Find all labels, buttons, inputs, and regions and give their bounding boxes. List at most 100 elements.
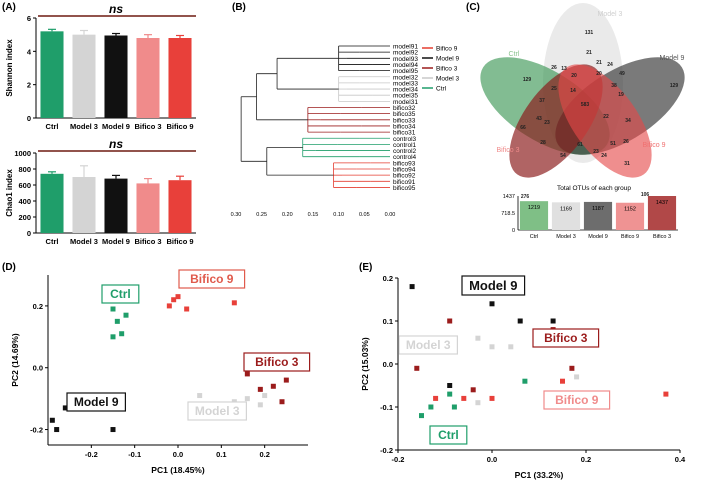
venn-region-count: 23 [544, 120, 550, 126]
x-tick-label: Model 3 [70, 237, 98, 246]
venn-region-count: 38 [611, 83, 617, 89]
data-point [428, 404, 434, 410]
leaf-label: bifico91 [393, 179, 416, 186]
data-point [517, 318, 523, 324]
data-point [522, 378, 528, 384]
venn-set-label: Bifico 9 [643, 142, 666, 149]
data-point [489, 301, 495, 307]
y-tick-label: 0.0 [33, 364, 43, 373]
group-label: Bifico 3 [544, 331, 588, 345]
data-point [419, 413, 424, 419]
venn-region-count: 129 [523, 77, 532, 83]
inset-bar [583, 201, 613, 230]
y-tick-label: -0.1 [380, 403, 393, 412]
data-point [569, 365, 575, 371]
venn-region-count: 14 [570, 88, 576, 94]
data-point [283, 377, 289, 383]
y-tick-label: 0.0 [383, 360, 393, 369]
group-label-box [243, 352, 311, 372]
leaf-label: bifico35 [393, 111, 416, 118]
bar [40, 173, 64, 233]
panel-label-c: (C) [466, 2, 480, 13]
inset-x-tick-label: Model 3 [556, 234, 576, 240]
venn-region-count: 51 [610, 141, 616, 147]
data-point [257, 402, 263, 408]
inset-bar-value: 1219 [528, 205, 540, 211]
data-point [114, 318, 120, 324]
venn-region-count: 129 [670, 83, 679, 89]
y-tick-label: 0 [27, 229, 31, 238]
dendrogram: model91model92model93model94model95model… [231, 44, 460, 219]
x-tick-label: 0.4 [675, 455, 686, 464]
venn-region-count: 106 [641, 192, 650, 198]
data-point [110, 427, 116, 433]
data-point [119, 331, 125, 337]
data-point [409, 284, 415, 290]
y-tick-label: 2 [27, 81, 31, 90]
bar [72, 177, 96, 233]
venn-set-label: Model 9 [660, 55, 685, 62]
venn-region-count: 54 [560, 153, 566, 159]
x-tick-label: 0.25 [256, 212, 267, 218]
x-tick-label: -0.2 [392, 455, 405, 464]
legend-label: Ctrl [436, 86, 447, 93]
inset-y-tick-label: 1437 [503, 194, 515, 200]
bar [40, 31, 64, 118]
leaf-label: bifico31 [393, 130, 416, 137]
venn-region-count: 25 [551, 86, 557, 92]
leaf-label: model94 [393, 62, 418, 69]
x-tick-label: -0.1 [128, 450, 141, 459]
inset-x-tick-label: Bifico 9 [621, 234, 639, 240]
leaf-label: bifico92 [393, 173, 416, 180]
leaf-label: model32 [393, 74, 418, 81]
group-label: Model 9 [74, 395, 119, 409]
panel-label-a: (A) [2, 2, 16, 13]
bar [104, 178, 128, 233]
leaf-label: bifico34 [393, 123, 416, 130]
data-point [184, 306, 190, 312]
inset-bar-value: 1187 [592, 206, 604, 212]
leaf-label: control3 [393, 136, 417, 143]
data-point [171, 297, 177, 303]
leaf-label: model34 [393, 87, 418, 94]
y-tick-label: 800 [18, 165, 31, 174]
group-label: Bifico 9 [555, 393, 599, 407]
venn-region-count: 28 [540, 140, 546, 146]
leaf-label: bifico33 [393, 117, 416, 124]
leaf-label: model35 [393, 93, 418, 100]
pca-plot-e: -0.2 0.0 0.2 0.4 0.2 0.1 0.0 -0.1 -0.2 PC1 (33.2%… [360, 274, 686, 480]
y-axis-label: Shannon index [5, 39, 14, 97]
significance-label: ns [109, 137, 123, 151]
x-tick-label: 0.2 [259, 450, 269, 459]
y-tick-label: 0.2 [33, 302, 43, 311]
data-point [244, 396, 250, 402]
inset-y-tick-label: 0 [512, 228, 515, 234]
group-label: Model 3 [195, 404, 240, 418]
venn-region-count: 34 [625, 118, 631, 124]
venn-region-count: 22 [603, 114, 609, 120]
x-tick-label: Bifico 9 [166, 122, 193, 131]
inset-bar [647, 196, 677, 230]
x-tick-label: Ctrl [46, 122, 59, 131]
y-axis-label: Chao1 index [5, 169, 14, 217]
group-label: Bifico 3 [255, 355, 299, 369]
x-tick-label: Ctrl [46, 237, 59, 246]
inset-bar-value: 1169 [560, 206, 572, 212]
y-tick-label: 200 [18, 213, 31, 222]
bar [136, 38, 160, 118]
data-point [257, 386, 263, 392]
data-point [489, 344, 495, 350]
legend-label: Bifico 9 [436, 46, 458, 53]
inset-x-tick-label: Model 9 [588, 234, 608, 240]
leaf-label: model33 [393, 80, 418, 87]
x-tick-label: 0.15 [308, 212, 319, 218]
y-tick-label: 6 [27, 14, 31, 23]
data-point [508, 344, 514, 350]
venn-region-count: 61 [577, 142, 583, 148]
data-point [433, 395, 439, 401]
y-tick-label: 1000 [14, 149, 31, 158]
group-label: Ctrl [438, 428, 459, 442]
data-point [110, 306, 116, 312]
leaf-label: bifico95 [393, 185, 416, 192]
